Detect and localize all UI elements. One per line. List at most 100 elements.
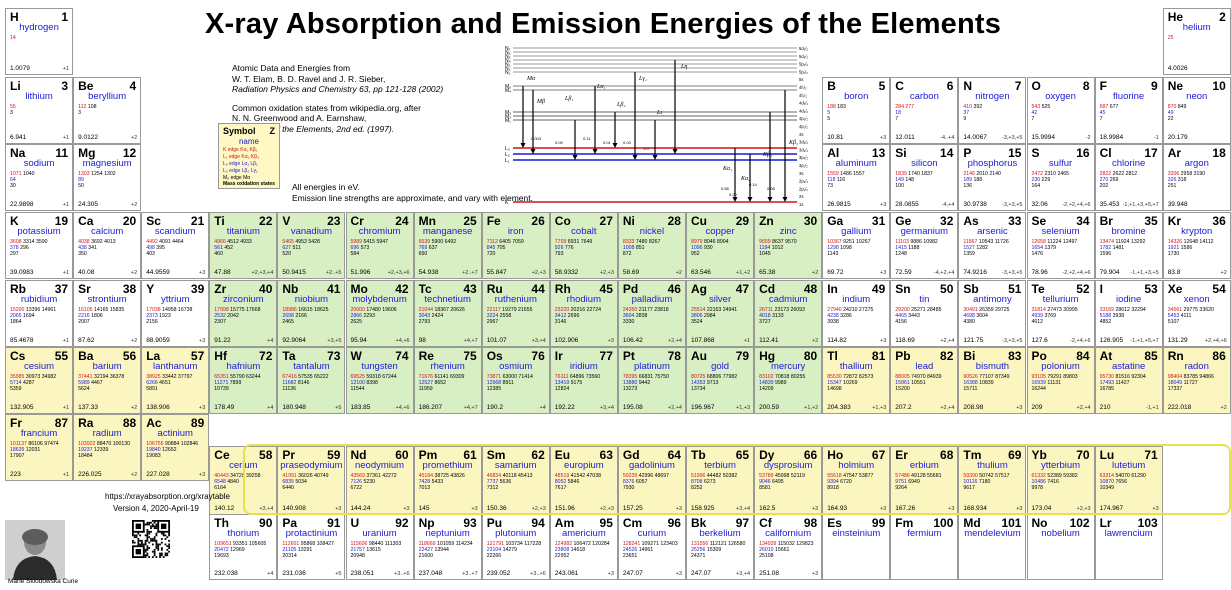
energy-line: 10739 — [214, 386, 229, 393]
oxidation-states: -2,+2,+4,+6 — [1062, 270, 1091, 276]
energy-line: 14839 9989 — [759, 380, 787, 387]
element-name: tellurium — [1042, 294, 1079, 305]
atomic-number: 74 — [395, 349, 409, 363]
arrow-head — [632, 155, 638, 160]
element-symbol: Cd — [759, 282, 776, 296]
atomic-mass: 98 — [418, 337, 426, 344]
element-name: fermium — [907, 528, 942, 539]
transition-label: Kβ₃ — [788, 140, 798, 146]
element-cell-tc: Tc 43 technetium 21044 18367 20626 3043 2424… — [413, 280, 482, 347]
emission-values: 1379 — [1043, 245, 1057, 252]
atomic-number: 92 — [395, 516, 409, 530]
energy-line: 13734 — [691, 386, 706, 393]
energy-line: 50 — [78, 183, 84, 190]
energy-lines: 1559 1486 1557 118 116 73 — [827, 171, 886, 190]
emission-values: 8652 — [433, 380, 447, 387]
energy-lines: 80725 68806 77982 14353 9713 13734 — [691, 374, 750, 393]
energy-line: 1839 1740 1837 — [895, 171, 933, 177]
element-cell-pt: Pt 78 platinum 78395 66831 75750 13880 9442 1… — [617, 347, 686, 414]
emission-values: 41542 47038 — [569, 473, 601, 479]
energy-line: 952 — [691, 251, 700, 258]
atomic-number: 2 — [1219, 10, 1226, 24]
element-cell-pa: Pa 91 protactinium 112601 95868 108427 21105… — [277, 514, 346, 580]
element-symbol: Sc — [146, 214, 161, 228]
transition-label: Lγ₁ — [638, 76, 647, 82]
emission-values: 98440 111303 — [367, 541, 402, 547]
energy-line: 5714 4287 — [10, 380, 35, 387]
element-symbol: Pd — [622, 282, 639, 296]
source-line: N. N. Greenwood and A. Earnshaw, — [232, 113, 367, 123]
legend-key: Symbol Z name K edge Kα₁ Kβ₁ L₁ edge Kα₂… — [218, 123, 280, 189]
emission-values: 7899 — [228, 380, 242, 387]
atomic-number: 32 — [940, 214, 954, 228]
level-label: N₄ — [505, 58, 511, 64]
energy-line: 9978 — [1031, 485, 1044, 492]
oxidation-states: +3 — [880, 506, 887, 512]
energy-line: 78395 66831 75750 — [622, 374, 670, 380]
atomic-number: 25 — [463, 214, 477, 228]
emission-values: 38725 43826 — [433, 473, 465, 479]
arrow-head — [612, 143, 618, 148]
emission-values: 3692 4013 — [89, 239, 116, 245]
element-symbol: Kr — [1167, 214, 1182, 228]
line-strength: 1.0 — [643, 146, 649, 151]
atomic-number: 72 — [259, 349, 273, 363]
notes: All energies in eV. Emission line streng… — [292, 182, 533, 203]
energy-line: 88005 74970 84939 — [895, 374, 942, 380]
element-name: titanium — [226, 226, 260, 237]
emission-values: 6273 — [702, 479, 716, 486]
energy-line: 7 — [1099, 116, 1103, 123]
element-name: berkelium — [699, 528, 741, 539]
oxidation-states: +1 — [62, 135, 70, 141]
element-name: mercury — [770, 361, 806, 372]
element-symbol: Md — [963, 516, 981, 530]
element-cell-am: Am 95 americium 124982 106472 120284 23808 1… — [549, 514, 618, 580]
energy-line: 5188 3938 — [1099, 313, 1125, 320]
emission-values: 63000 71414 — [501, 374, 533, 380]
emission-values: 40118 45413 — [501, 473, 533, 479]
atomic-number: 45 — [599, 282, 613, 296]
energy-line: 48519 41542 47038 — [554, 473, 601, 479]
energy-line: 69525 59318 67244 — [350, 374, 397, 380]
energy-lines: 46834 40118 45413 7737 5636 7312 — [487, 473, 546, 492]
qr-code-icon[interactable] — [132, 520, 170, 558]
atomic-mass: 24.305 — [78, 201, 98, 208]
atomic-number: 66 — [803, 448, 818, 462]
energy-line: 720 — [486, 251, 496, 258]
atomic-number: 96 — [667, 516, 681, 530]
energy-line: 5465 4953 5428 — [282, 239, 320, 245]
element-name: rhodium — [566, 294, 601, 305]
energy-line: 4939 3769 — [1031, 313, 1057, 320]
emission-values: 10551 — [909, 380, 926, 387]
oxidation-states: +3 — [811, 506, 819, 512]
element-cell-n: N 7 nitrogen 410 392 37 9 14.0067 -3,+3,+5 — [958, 77, 1027, 144]
energy-line: 55618 47547 53877 — [827, 473, 874, 479]
energy-line: 8333 7480 8267 — [622, 239, 661, 245]
energy-line: 5359 — [10, 386, 22, 393]
element-cell-mg: Mg 12 magnesium 1303 1254 1302 89 50 24.305 +2 — [73, 144, 142, 211]
emission-values: 5415 5947 — [362, 239, 389, 245]
element-cell-se: Se 34 selenium 12658 11224 12497 1654 1379 14… — [1026, 212, 1095, 279]
atomic-mass: 92.9064 — [282, 337, 306, 344]
orbital-label: 5d₅/₂ — [799, 46, 809, 51]
element-symbol: Lu — [1099, 448, 1115, 462]
element-name: technetium — [424, 294, 471, 305]
energy-lines: 6539 5900 6492 769 637 650 — [419, 239, 478, 258]
emission-values: 1923 — [157, 313, 171, 320]
element-symbol: Zn — [759, 214, 774, 228]
legend-row: L₂ edge Lα₁ Lβ₁ — [223, 161, 258, 167]
oxidation-states: +2 — [811, 338, 819, 344]
emission-values: 6057 — [634, 479, 648, 486]
transition-label: Kα₂ — [740, 176, 750, 182]
oxidation-states: +2,+3 — [531, 506, 546, 512]
emission-values: 115032 129823 — [776, 541, 814, 547]
energy-line: 769 637 — [418, 245, 438, 252]
site-url[interactable]: https://xrayabsorption.org/xraytable — [105, 492, 230, 501]
emission-values: 109271 123403 — [640, 541, 678, 547]
element-name: gallium — [841, 226, 872, 237]
atomic-mass: 207.2 — [895, 404, 912, 411]
emission-values: 1098 — [838, 245, 852, 252]
element-cell-md: Md 101 mendelevium — [958, 514, 1027, 580]
atomic-number: 53 — [1144, 282, 1158, 296]
energy-line: 124982 106472 120284 — [554, 541, 610, 547]
